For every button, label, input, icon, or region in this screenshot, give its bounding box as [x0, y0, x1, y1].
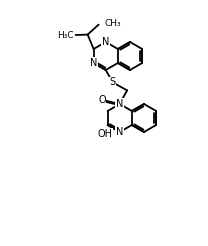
Text: N: N: [116, 127, 123, 137]
Text: H₃C: H₃C: [58, 31, 74, 40]
Text: OH: OH: [97, 129, 112, 139]
Text: N: N: [116, 99, 123, 109]
Text: N: N: [90, 58, 97, 68]
Text: CH₃: CH₃: [105, 19, 121, 28]
Text: O: O: [98, 95, 106, 105]
Text: N: N: [102, 37, 109, 47]
Text: S: S: [110, 77, 116, 87]
